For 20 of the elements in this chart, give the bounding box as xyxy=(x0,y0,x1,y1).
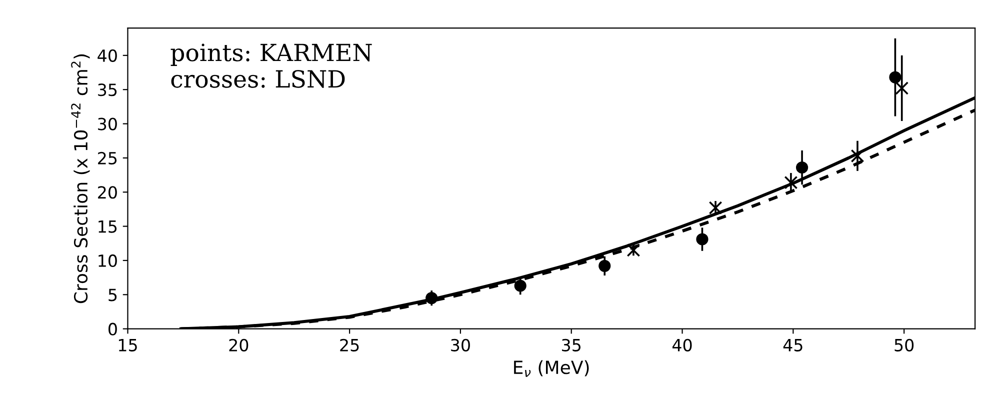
y-tick-label: 35 xyxy=(98,84,117,96)
x-tick-label: 40 xyxy=(672,338,692,352)
x-tick-label: 50 xyxy=(894,338,914,352)
y-tick-label: 25 xyxy=(98,152,117,165)
x-axis-title: E$_{ν}$ (MeV) xyxy=(514,360,589,377)
x-tick-label: 35 xyxy=(562,338,581,352)
y-tick-label: 30 xyxy=(98,118,117,130)
x-tick-label: 30 xyxy=(451,338,470,352)
y-tick-label: 20 xyxy=(98,186,117,199)
x-tick-label: 45 xyxy=(783,339,802,352)
y-tick-label: 5 xyxy=(108,288,117,302)
x-tick-label: 25 xyxy=(340,338,359,352)
x-tick-label: 20 xyxy=(229,338,248,352)
annotation: points: KARMEN crosses: LSND xyxy=(170,44,372,88)
x-tick-label: 15 xyxy=(118,339,137,352)
y-axis-title: Cross Section (x 10$^{−42}$ cm$^{2}$) xyxy=(71,54,90,304)
y-tick-label: 10 xyxy=(98,254,117,268)
y-tick-label: 0 xyxy=(108,322,117,336)
y-tick-label: 15 xyxy=(98,220,117,233)
y-tick-label: 40 xyxy=(98,49,117,62)
